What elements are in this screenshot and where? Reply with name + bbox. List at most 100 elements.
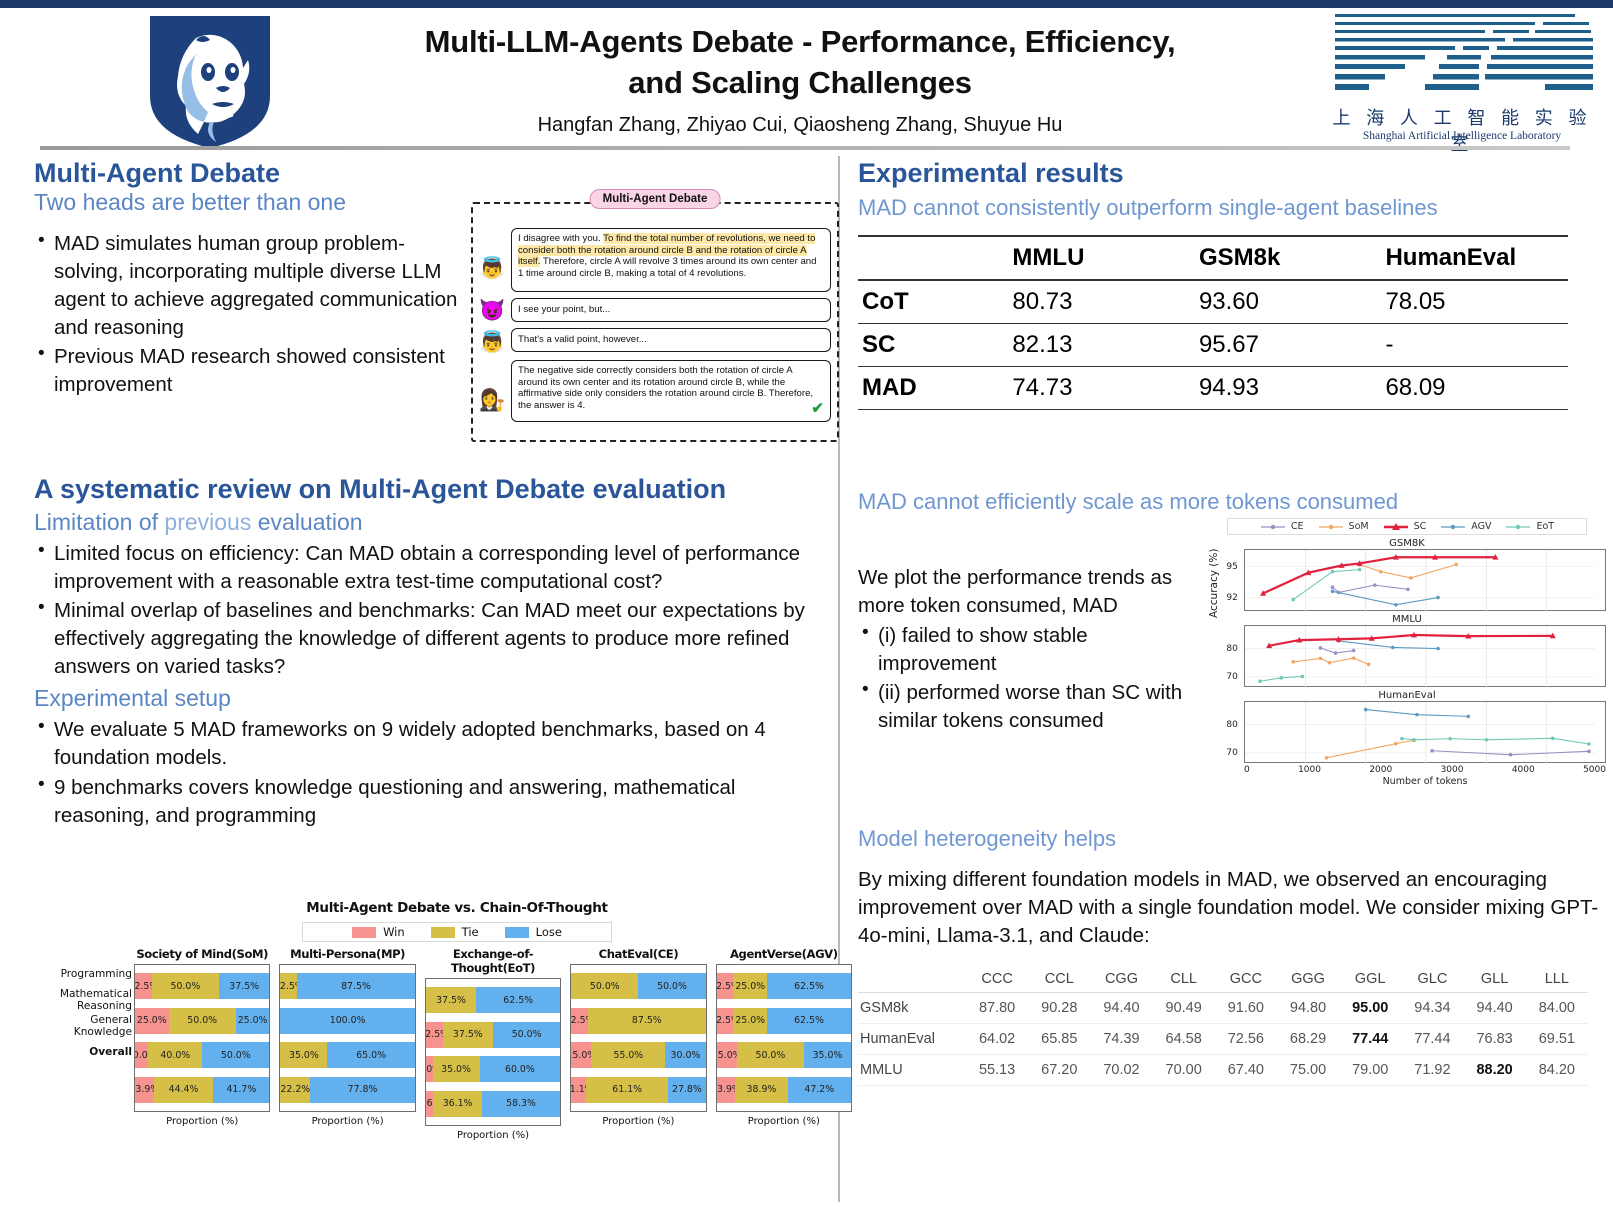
het-cell: 71.92 xyxy=(1401,1054,1464,1087)
bar-segment-lose: 27.8% xyxy=(668,1076,706,1103)
bar-row: 22.2% 77.8% xyxy=(280,1076,415,1103)
bar-row: 5.6%36.1%58.3% xyxy=(425,1090,561,1117)
het-cell: 84.20 xyxy=(1525,1054,1588,1087)
bar-row: 15.0%55.0%30.0% xyxy=(571,1042,706,1069)
line-y-tick: 70 xyxy=(1226,747,1238,758)
mad-bullet-list: MAD simulates human group problem-solvin… xyxy=(34,228,464,399)
bar-segment-win: 5.6% xyxy=(425,1090,434,1117)
poster-title-block: Multi-LLM-Agents Debate - Performance, E… xyxy=(300,22,1300,137)
line-x-tick: 3000 xyxy=(1440,765,1464,775)
het-cell: 70.02 xyxy=(1090,1054,1153,1087)
bar-panel-title: ChatEval(CE) xyxy=(598,947,679,961)
bar-segment-lose: 87.5% xyxy=(297,973,415,1000)
bar-row: 37.5% 62.5% xyxy=(425,987,561,1014)
line-x-axis-label: Number of tokens xyxy=(1382,776,1468,787)
bar-x-axis-label: Proportion (%) xyxy=(747,1116,820,1127)
bar-segment-tie: 36.1% xyxy=(433,1090,482,1117)
main-results-table: MMLU GSM8k HumanEval CoT 80.73 93.60 78.… xyxy=(858,235,1568,410)
bar-segment-win: 12.5% xyxy=(571,1007,589,1034)
het-cell: 84.00 xyxy=(1525,992,1588,1025)
line-subplot-title: HumanEval xyxy=(1378,690,1436,701)
bar-segment-win: 13.9% xyxy=(716,1076,736,1103)
bar-row: 25.0% 50.0% 25.0% xyxy=(135,1007,270,1034)
bar-category-labels: Programming Mathematical Reasoning Genera… xyxy=(59,962,132,1066)
het-cell: 77.44 xyxy=(1339,1023,1402,1056)
bar-row: 100.0% xyxy=(280,1007,415,1034)
col-header-humaneval: HumanEval xyxy=(1381,235,1568,281)
het-col-header-CGG: CGG xyxy=(1090,966,1153,994)
legend-marker-icon xyxy=(1318,524,1343,529)
het-col-header-GGL: GGL xyxy=(1339,966,1402,994)
category-label-wrap: Mathematical Reasoning xyxy=(59,988,132,1012)
bar-segment-win: 12.5% xyxy=(716,1007,734,1034)
line-x-tick: 2000 xyxy=(1369,765,1393,775)
bar-panel-plot: 37.5%62.5%12.5%37.5%50.0%5.0%35.0%60.0%5… xyxy=(424,978,562,1126)
het-col-header-LLL: LLL xyxy=(1525,966,1588,994)
bar-row: 12.5%25.0%62.5% xyxy=(716,973,852,1000)
bar-segment-win: 11.1% xyxy=(571,1076,587,1103)
line-legend-item-eot: EoT xyxy=(1505,521,1554,532)
angel-agent-icon-2: 👼 xyxy=(479,331,506,354)
bar-segment-tie: 37.5% xyxy=(442,1021,493,1048)
bar-panel: ChatEval(CE) 50.0%50.0% 12.5%87.5% 15.0%55.… xyxy=(570,947,707,1141)
het-cell: 87.80 xyxy=(966,992,1029,1025)
list-item: Minimal overlap of baselines and benchma… xyxy=(34,595,834,681)
col-header-gsm8k: GSM8k xyxy=(1194,235,1382,281)
bar-panel-plot: 12.5%25.0%62.5%12.5%25.0%62.5%15.0%50.0%… xyxy=(715,964,853,1112)
het-col-header-GLL: GLL xyxy=(1463,966,1526,994)
debate-badge-label: Multi-Agent Debate xyxy=(589,189,721,209)
poster-authors: Hangfan Zhang, Zhiyao Cui, Qiaosheng Zha… xyxy=(537,113,1063,136)
het-cell: 90.49 xyxy=(1152,992,1215,1025)
bubble1-suffix: Therefore, circle A will revolve 3 times… xyxy=(518,256,817,280)
bar-segment-tie: 38.9% xyxy=(735,1076,788,1103)
col-header-blank xyxy=(858,235,1009,281)
bar-segment-win: 12.5% xyxy=(135,973,152,1000)
row-label-sc: SC xyxy=(858,323,1009,367)
bar-panel-plot: 12.5%50.0%37.5%25.0%50.0%25.0%10.0%40.0%… xyxy=(134,964,271,1112)
bar-x-axis-label: Proportion (%) xyxy=(166,1116,239,1127)
limitation-text-dim: previous xyxy=(164,509,252,535)
bar-figure-legend: Win Tie Lose xyxy=(302,922,612,942)
bar-segment-lose: 37.5% xyxy=(219,973,270,1000)
bar-segment-lose: 62.5% xyxy=(767,1007,852,1034)
bar-segment-lose: 77.8% xyxy=(310,1076,415,1103)
legend-marker-icon xyxy=(1260,524,1285,529)
bar-panel: Society of Mind(SoM)12.5%50.0%37.5%25.0%… xyxy=(134,947,271,1141)
results-table-body: CoT 80.73 93.60 78.05 SC 82.13 95.67 - M… xyxy=(858,280,1568,410)
bar-segment-win: 15.0% xyxy=(571,1042,592,1069)
line-legend-item-som: SoM xyxy=(1318,521,1369,532)
het-cell: 64.58 xyxy=(1152,1023,1215,1056)
list-item: (i) failed to show stable improvement xyxy=(858,620,1198,678)
debate-message-bubble-3: That's a valid point, however... xyxy=(511,328,831,352)
line-y-tick: 80 xyxy=(1226,719,1238,730)
het-cell: 68.29 xyxy=(1276,1023,1340,1056)
bar-row: 13.9%38.9%47.2% xyxy=(716,1076,852,1103)
poster-title-line2: and Scaling Challenges xyxy=(628,64,972,100)
bar-segment-lose: 41.7% xyxy=(213,1076,270,1103)
list-item: Limited focus on efficiency: Can MAD obt… xyxy=(34,538,834,596)
het-row-label: MMLU xyxy=(858,1054,966,1087)
line-x-ticks: 0 1000 2000 3000 4000 5000 xyxy=(1244,763,1606,775)
debate-message-bubble-1: I disagree with you. To find the total n… xyxy=(511,228,831,292)
bar-segment-lose: 50.0% xyxy=(638,973,706,1000)
bar-segment-lose: 100.0% xyxy=(280,1007,415,1034)
line-legend-label: SoM xyxy=(1348,521,1369,532)
bar-panel-plot: 12.5%87.5% 100.0% 35.0%65.0% 22.2%77.8% xyxy=(279,964,416,1112)
table-row: MAD 74.73 94.93 68.09 xyxy=(858,366,1568,410)
het-col-header-CLL: CLL xyxy=(1152,966,1215,994)
het-cell: 91.60 xyxy=(1214,992,1277,1025)
legend-item-tie: Tie xyxy=(430,925,479,939)
table-row: CoT 80.73 93.60 78.05 xyxy=(858,280,1568,324)
het-row-label: GSM8k xyxy=(858,992,966,1025)
section-heading-review: A systematic review on Multi-Agent Debat… xyxy=(34,474,727,504)
line-legend-item-sc: SC xyxy=(1383,521,1426,532)
legend-label-lose: Lose xyxy=(535,925,562,939)
line-legend-item-agv: AGV xyxy=(1440,521,1491,532)
bar-segment-tie: 50.0% xyxy=(736,1042,804,1069)
het-col-header-GLC: GLC xyxy=(1401,966,1464,994)
list-item: Previous MAD research showed consistent … xyxy=(34,341,464,399)
scaling-bullet-list: (i) failed to show stable improvement (i… xyxy=(858,620,1198,735)
bar-x-axis-label: Proportion (%) xyxy=(311,1116,384,1127)
angel-agent-icon: 👼 xyxy=(479,257,506,280)
bar-segment-tie: 40.0% xyxy=(148,1042,203,1069)
